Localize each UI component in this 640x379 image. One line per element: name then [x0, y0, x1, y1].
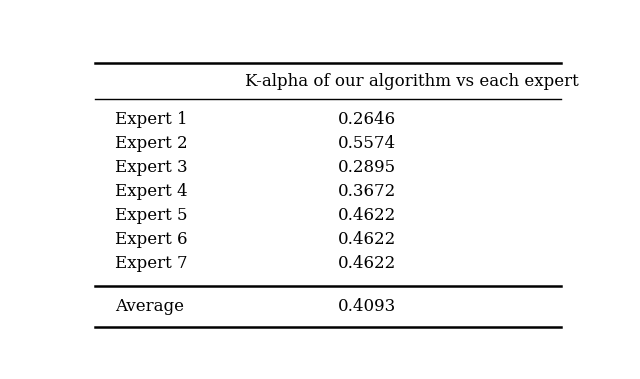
Text: Expert 6: Expert 6 — [115, 231, 188, 248]
Text: Expert 1: Expert 1 — [115, 111, 188, 128]
Text: Expert 2: Expert 2 — [115, 135, 188, 152]
Text: 0.4622: 0.4622 — [338, 207, 396, 224]
Text: 0.2646: 0.2646 — [338, 111, 396, 128]
Text: 0.4093: 0.4093 — [338, 298, 396, 315]
Text: 0.4622: 0.4622 — [338, 255, 396, 272]
Text: Expert 5: Expert 5 — [115, 207, 188, 224]
Text: 0.4622: 0.4622 — [338, 231, 396, 248]
Text: Average: Average — [115, 298, 184, 315]
Text: 0.5574: 0.5574 — [338, 135, 396, 152]
Text: Expert 7: Expert 7 — [115, 255, 188, 272]
Text: 0.3672: 0.3672 — [338, 183, 396, 200]
Text: K-alpha of our algorithm vs each expert: K-alpha of our algorithm vs each expert — [246, 74, 579, 91]
Text: Expert 4: Expert 4 — [115, 183, 188, 200]
Text: Expert 3: Expert 3 — [115, 159, 188, 176]
Text: 0.2895: 0.2895 — [338, 159, 396, 176]
